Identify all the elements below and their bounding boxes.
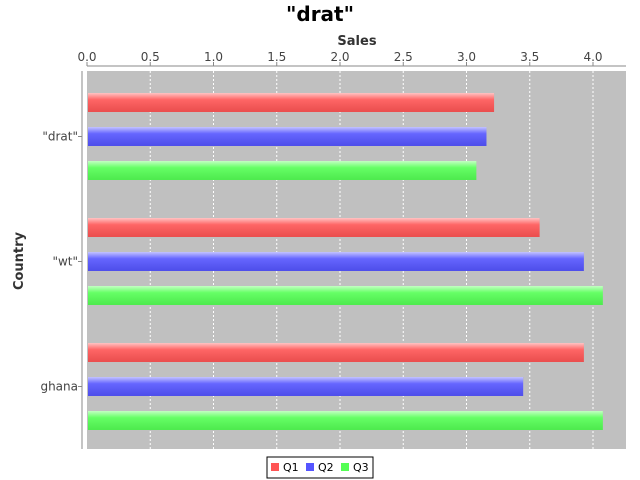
category-label: "wt" (52, 255, 78, 269)
y-axis-title: Country (12, 231, 27, 290)
y-axis (78, 71, 83, 449)
legend-swatch (341, 463, 349, 471)
category-labels: "drat" "wt" ghana (40, 130, 78, 394)
x-tick-label: 2.0 (330, 50, 349, 64)
legend-box (266, 456, 374, 479)
bar-highlight (88, 218, 540, 237)
bar-highlight (88, 286, 603, 305)
bar-highlight (88, 93, 495, 112)
x-tick-label: 3.0 (457, 50, 476, 64)
category-label: "drat" (42, 130, 78, 144)
bars (88, 93, 603, 430)
chart-title: "drat" (286, 2, 354, 26)
bar-highlight (88, 377, 524, 396)
x-tick-label: 0.5 (141, 50, 160, 64)
bar-highlight (88, 161, 477, 180)
x-tick-label: 1.5 (267, 50, 286, 64)
legend: Q1 Q2 Q3 (266, 456, 374, 479)
x-tick-label: 2.5 (394, 50, 413, 64)
bar-highlight (88, 252, 584, 271)
bar-highlight (88, 411, 603, 430)
legend-label: Q1 (283, 461, 299, 474)
category-label: ghana (40, 380, 78, 394)
legend-label: Q2 (318, 461, 334, 474)
x-tick-label: 1.0 (204, 50, 223, 64)
x-tick-label: 3.5 (520, 50, 539, 64)
bar-highlight (88, 343, 584, 362)
x-axis-title: Sales (337, 34, 376, 49)
legend-swatch (271, 463, 279, 471)
x-tick-label: 4.0 (583, 50, 602, 64)
bar-highlight (88, 127, 487, 146)
legend-swatch (306, 463, 314, 471)
x-axis: 0.0 0.5 1.0 1.5 2.0 2.5 3.0 3.5 4.0 (77, 50, 626, 67)
legend-label: Q3 (353, 461, 369, 474)
x-tick-label: 0.0 (77, 50, 96, 64)
